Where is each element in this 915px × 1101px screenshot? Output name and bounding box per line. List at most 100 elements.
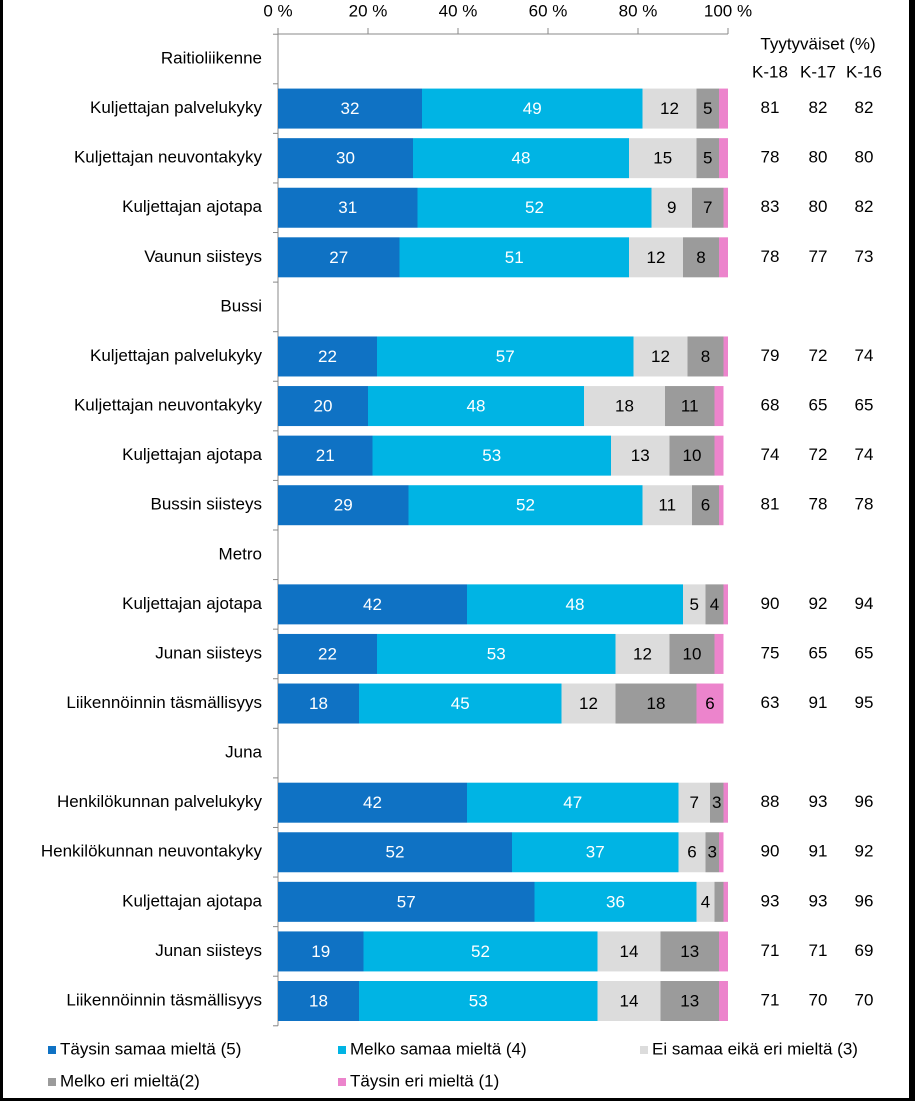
data-label: 11 [658,496,676,515]
legend-swatch [640,1046,648,1054]
table-title: Tyytyväiset (%) [760,34,875,53]
data-label: 12 [579,694,598,713]
data-label: 48 [512,149,531,168]
data-label: 9 [667,198,676,217]
y-tick-label: Kuljettajan ajotapa [122,445,262,464]
bar-segment [368,386,584,427]
bar-segment [278,931,364,972]
bar-segment [629,237,683,278]
bar-segment [642,88,697,129]
data-label: 5 [703,149,712,168]
table-cell: 72 [809,346,828,365]
legend-label: Melko samaa mieltä (4) [350,1039,527,1058]
table-cell: 78 [761,148,780,167]
data-label: 52 [516,496,535,515]
y-tick-label: Henkilökunnan palvelukyky [57,792,263,811]
table-cell: 70 [809,990,828,1009]
y-tick-label: Liikennöinnin täsmällisyys [66,693,262,712]
bar-segment [678,782,710,823]
data-label: 6 [705,694,714,713]
table-cell: 65 [809,396,828,415]
data-label: 7 [690,793,699,812]
data-label: 6 [701,496,710,515]
data-label: 18 [309,991,328,1010]
legend-swatch [48,1046,56,1054]
bar-segment [278,485,409,526]
data-label: 6 [687,843,696,862]
y-tick-label: Junan siisteys [155,643,262,662]
table-cell: 91 [809,693,828,712]
y-tick-label: Henkilökunnan neuvontakyky [41,842,263,861]
data-label: 48 [566,595,585,614]
y-tick-label: Bussi [220,296,262,315]
y-tick-label: Juna [225,743,262,762]
data-label: 32 [341,99,360,118]
y-tick-label: Kuljettajan palvelukyky [90,346,262,365]
data-label: 49 [523,99,542,118]
x-tick-label: 60 % [529,1,568,20]
bar-segment [719,981,728,1021]
data-label: 3 [712,793,721,812]
bar-segment [278,435,373,476]
data-label: 10 [683,446,702,465]
y-tick-label: Kuljettajan ajotapa [122,891,262,910]
data-label: 53 [487,644,506,663]
data-label: 20 [314,397,333,416]
bar-segment [359,683,562,724]
bar-segment [692,187,724,228]
data-label: 3 [708,843,717,862]
bar-segment [512,832,679,873]
bar-segment [660,931,719,972]
data-label: 8 [701,347,710,366]
table-cell: 81 [761,495,780,514]
table-cell: 65 [855,643,874,662]
table-column-header: K-16 [846,62,882,81]
table-cell: 63 [761,693,780,712]
table-column-header: K-17 [800,62,836,81]
bar-segment [372,435,611,476]
data-label: 30 [336,149,355,168]
bar-segment [714,881,724,922]
table-cell: 96 [855,891,874,910]
bar-segment [561,683,616,724]
table-cell: 82 [855,197,874,216]
table-cell: 93 [809,792,828,811]
table-cell: 95 [855,693,874,712]
data-label: 21 [316,446,335,465]
bar-segment [723,187,728,228]
table-cell: 72 [809,445,828,464]
bar-segment [719,931,728,972]
data-label: 42 [363,595,382,614]
data-label: 13 [680,942,699,961]
data-label: 53 [469,991,488,1010]
bar-segment [377,336,634,377]
table-cell: 80 [809,197,828,216]
data-label: 5 [703,99,712,118]
data-label: 12 [633,644,652,663]
legend-swatch [338,1078,346,1086]
table-cell: 68 [761,396,780,415]
table-cell: 77 [809,247,828,266]
table-column-header: K-18 [752,62,788,81]
bar-segment [683,237,719,278]
table-cell: 81 [761,98,780,117]
table-cell: 71 [761,941,780,960]
data-label: 18 [309,694,328,713]
bar-segment [719,485,724,526]
bar-segment [696,881,715,922]
bar-segment [422,88,643,129]
bar-segment [359,981,598,1021]
table-cell: 96 [855,792,874,811]
bar-segment [710,782,724,823]
data-label: 57 [397,892,416,911]
data-label: 27 [329,248,348,267]
bar-segment [633,336,688,377]
y-tick-label: Vaunun siisteys [144,247,262,266]
data-label: 15 [653,149,672,168]
bar-segment [669,435,715,476]
legend-label: Täysin samaa mieltä (5) [60,1039,241,1058]
bar-segment [278,584,467,625]
bar-segment [669,633,715,674]
table-cell: 82 [855,98,874,117]
bar-segment [719,138,728,179]
